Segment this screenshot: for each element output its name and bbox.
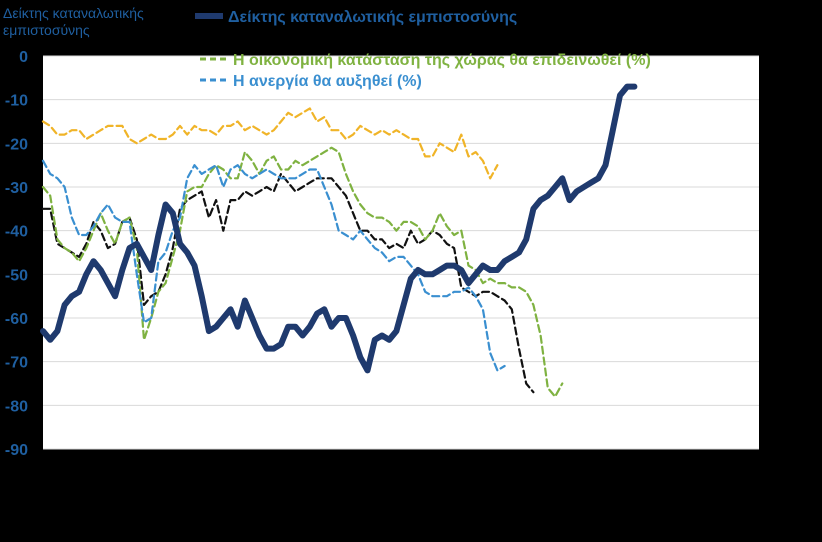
legend-label-0: Δείκτης καταναλωτικής εμπιστοσύνης <box>228 9 517 26</box>
y-tick-labels: 0 -10 -20 -30 -40 -50 -60 -70 -80 -90 <box>5 49 28 459</box>
y-tick-label: -40 <box>5 224 28 241</box>
y-axis-title: Δείκτης καταναλωτικής εμπιστοσύνης <box>3 5 144 38</box>
y-axis-title-line-2: εμπιστοσύνης <box>3 22 90 38</box>
series-line-2 <box>41 159 506 372</box>
gridlines <box>43 55 759 450</box>
y-tick-label: -20 <box>5 136 28 153</box>
y-tick-label: -70 <box>5 355 28 372</box>
y-tick-label: -60 <box>5 311 28 328</box>
y-tick-label: -50 <box>5 267 28 284</box>
y-tick-label: 0 <box>19 49 28 66</box>
y-axis-title-line-1: Δείκτης καταναλωτικής <box>3 5 144 21</box>
y-tick-label: -90 <box>5 442 28 459</box>
legend-label-2: Η ανεργία θα αυξηθεί (%) <box>233 73 422 90</box>
legend-label-1: Η οικονομική κατάσταση της χώρας θα επιδ… <box>233 52 651 69</box>
series-layer <box>40 83 638 398</box>
series-line-0 <box>40 83 638 374</box>
y-tick-label: -30 <box>5 180 28 197</box>
series-line-3 <box>41 107 499 180</box>
y-tick-label: -80 <box>5 398 28 415</box>
legend: Δείκτης καταναλωτικής εμπιστοσύνης Η οικο… <box>195 9 651 90</box>
y-tick-label: -10 <box>5 93 28 110</box>
plot-area <box>43 56 759 449</box>
